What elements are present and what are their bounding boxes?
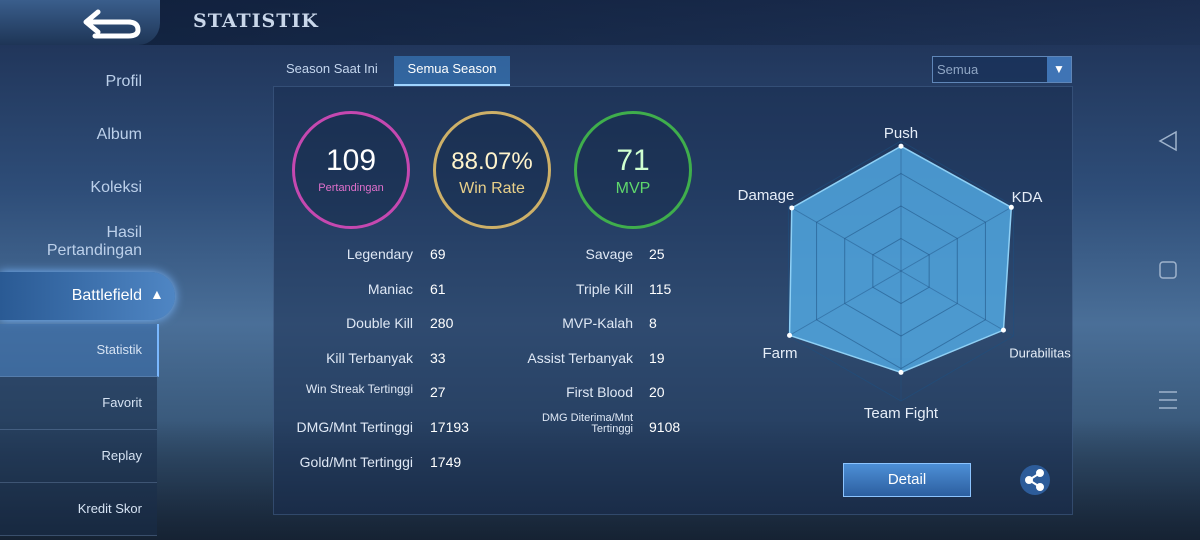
stat-label: Legendary: [346, 246, 413, 262]
radar-axis-label: Push: [884, 125, 918, 142]
dropdown-arrow: ▼: [1047, 57, 1071, 82]
stat-label: Win Streak Tertinggi: [305, 382, 413, 396]
stat-value: 69: [430, 246, 446, 262]
radar-point: [1008, 204, 1014, 210]
radar-spoke: [788, 270, 902, 337]
radar-ring: [844, 205, 958, 337]
top-bar: [0, 0, 1200, 45]
radar-point: [787, 332, 793, 338]
radar-axis-label: Durabilitas: [1009, 345, 1071, 360]
share-button[interactable]: [1019, 464, 1051, 496]
submenu-item[interactable]: Kredit Skor: [77, 501, 142, 516]
submenu-bg: [0, 483, 157, 536]
radar-axis-label: Damage: [738, 187, 795, 204]
radar-area: [788, 145, 1013, 374]
tab-active[interactable]: Semua Season: [394, 56, 510, 86]
stat-label: MVP-Kalah: [562, 315, 633, 331]
radar-point: [898, 143, 904, 149]
menu-item-active[interactable]: Battlefield ▲: [0, 272, 175, 320]
radar-axis-label: Team Fight: [864, 405, 939, 422]
radar-spoke: [900, 205, 1014, 272]
detail-button[interactable]: Detail: [843, 463, 971, 497]
radar-point: [1000, 327, 1006, 333]
radar-point: [898, 369, 904, 375]
stat-label: Assist Terbanyak: [527, 350, 633, 366]
radar-spoke: [900, 270, 1014, 337]
submenu-item[interactable]: Statistik: [96, 342, 142, 357]
submenu-bg: [0, 377, 157, 430]
summary-value: 88.07%: [451, 148, 533, 175]
filter-label: Semua: [937, 62, 979, 77]
radar-axis-label: KDA: [1012, 189, 1043, 206]
summary-label: Pertandingan: [318, 182, 384, 194]
menu-item[interactable]: Profil: [105, 73, 142, 90]
stat-label: Triple Kill: [575, 281, 633, 297]
back-icon: [83, 9, 141, 39]
summary-circle: 109 Pertandingan: [292, 111, 410, 229]
stat-value: 33: [430, 350, 446, 366]
summary-label: Win Rate: [459, 180, 525, 197]
stat-label: Gold/Mnt Tertinggi: [299, 454, 413, 470]
menu-item[interactable]: Album: [96, 126, 142, 143]
stat-value: 8: [649, 315, 657, 331]
summary-label: MVP: [615, 180, 651, 197]
submenu-bg: [0, 430, 157, 483]
radar-point: [789, 205, 795, 211]
menu-item[interactable]: Hasil Pertandingan: [46, 224, 142, 259]
summary-value: 109: [325, 144, 377, 177]
menu-item[interactable]: Koleksi: [90, 179, 142, 196]
summary-circle: 71 MVP: [574, 111, 692, 229]
radar-spoke: [788, 205, 902, 272]
page-title: STATISTIK: [193, 10, 319, 32]
submenu-item[interactable]: Favorit: [102, 395, 142, 410]
radar-ring: [872, 237, 930, 305]
summary-value: 71: [616, 144, 650, 177]
stat-label: Savage: [585, 246, 633, 262]
stat-value: 20: [649, 384, 665, 400]
stat-value: 9108: [649, 419, 681, 435]
stat-value: 115: [649, 281, 672, 297]
stat-label: DMG/Mnt Tertinggi: [296, 419, 413, 435]
stat-value: 1749: [430, 454, 462, 470]
stat-value: 17193: [430, 419, 469, 435]
tab[interactable]: Season Saat Ini: [286, 61, 378, 76]
menu-item-label: Battlefield: [71, 287, 142, 304]
summary-circle: 88.07% Win Rate: [433, 111, 551, 229]
radar-axis-label: Farm: [763, 345, 798, 362]
stat-label: DMG Diterima/Mnt Tertinggi: [541, 412, 633, 435]
filter-dropdown[interactable]: Semua ▼: [932, 56, 1072, 83]
back-button[interactable]: [0, 0, 160, 45]
expand-arrow: ▲: [150, 286, 164, 302]
radar-ring: [816, 172, 986, 370]
stat-value: 27: [430, 384, 446, 400]
system-nav: [1158, 130, 1177, 409]
stat-value: 61: [430, 281, 446, 297]
stat-value: 25: [649, 246, 665, 262]
stat-label: First Blood: [566, 384, 633, 400]
stat-label: Maniac: [367, 281, 413, 297]
stat-label: Kill Terbanyak: [326, 350, 413, 366]
radar-ring: [787, 140, 1015, 402]
stat-label: Double Kill: [346, 315, 413, 331]
submenu-bg: [0, 324, 159, 377]
stat-value: 19: [649, 350, 665, 366]
submenu-item[interactable]: Replay: [101, 448, 142, 463]
stat-value: 280: [430, 315, 454, 331]
